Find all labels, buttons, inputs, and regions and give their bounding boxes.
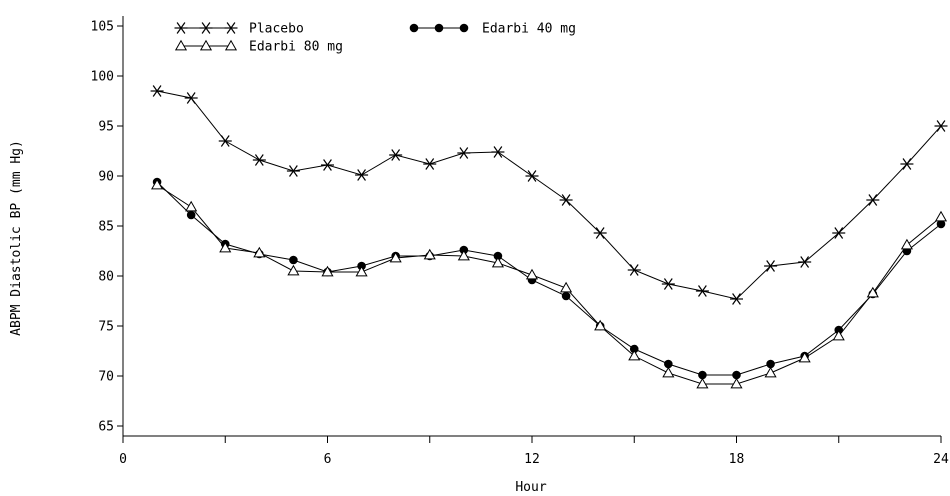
open-triangle-marker [423,248,436,260]
asterisk-marker [764,260,778,272]
open-triangle-marker [491,256,504,268]
asterisk-marker [627,264,641,276]
open-triangle-marker [662,366,675,378]
x-tick-label: 18 [729,452,745,467]
open-triangle-marker [457,249,470,261]
open-triangle-marker [798,351,811,363]
asterisk-marker [695,285,709,297]
filled-circle-marker [936,219,946,229]
legend: Placebo Edarbi 40 mg Edarbi 80 mg [174,22,576,55]
y-tick-label: 85 [98,220,114,235]
filled-circle-marker [732,370,741,380]
asterisk-marker [832,227,846,239]
y-tick-label: 75 [98,320,114,335]
asterisk-marker [184,92,198,104]
filled-circle-marker [459,23,469,33]
open-triangle-marker [287,264,300,276]
asterisk-marker [355,169,369,181]
open-triangle-marker [185,200,198,212]
y-axis-title: ABPM Diastolic BP (mm Hg) [9,140,24,336]
legend-label: Edarbi 80 mg [249,40,343,55]
asterisk-marker [593,227,607,239]
asterisk-marker [798,256,812,268]
asterisk-marker [224,22,238,34]
open-triangle-marker [730,377,743,389]
open-triangle-marker [696,377,709,389]
filled-circle-marker [409,23,419,33]
filled-circle-marker [698,370,707,380]
open-triangle-marker [900,238,913,250]
filled-circle-marker [434,23,444,33]
asterisk-marker [252,154,266,166]
open-triangle-marker [219,241,232,253]
asterisk-marker [218,135,232,147]
asterisk-marker [491,146,505,158]
open-triangle-marker [560,281,573,293]
filled-circle-marker [493,251,503,261]
asterisk-marker [423,158,437,170]
y-tick-label: 65 [98,420,114,435]
series-line [156,181,942,376]
asterisk-marker [150,85,164,97]
open-triangle-marker [355,265,368,277]
open-triangle-marker [199,39,213,51]
filled-circle-marker [664,359,673,369]
series-edarbi-80-mg [151,178,948,389]
x-axis-title: Hour [515,480,546,495]
series-layer [150,85,948,389]
asterisk-marker [457,147,471,159]
asterisk-marker [525,170,539,182]
legend-label: Placebo [249,22,304,37]
asterisk-marker [730,293,743,305]
asterisk-marker [934,120,948,132]
asterisk-marker [559,194,573,206]
open-triangle-marker [389,251,402,263]
open-triangle-marker [321,265,334,277]
open-triangle-marker [525,268,539,280]
open-triangle-marker [151,178,164,190]
axes: 65 70 75 80 85 90 95 100 105 0 6 12 18 24 [91,16,949,467]
series-edarbi-40-mg [152,177,946,380]
legend-entry-edarbi-80-mg: Edarbi 80 mg [174,39,343,55]
open-triangle-marker [628,349,641,361]
asterisk-marker [866,194,880,206]
series-line [156,90,942,300]
y-tick-label: 90 [98,170,114,185]
series-line [156,184,942,385]
x-tick-label: 12 [524,452,540,467]
filled-circle-marker [629,344,639,354]
open-triangle-marker [832,329,845,341]
y-tick-label: 95 [98,120,114,135]
asterisk-marker [321,159,334,171]
y-tick-label: 105 [91,20,114,35]
open-triangle-marker [764,366,777,378]
asterisk-marker [900,158,914,170]
open-triangle-marker [934,210,948,222]
open-triangle-marker [253,246,266,258]
legend-entry-edarbi-40-mg: Edarbi 40 mg [409,22,576,37]
filled-circle-marker [561,291,571,301]
y-tick-label: 100 [91,70,114,85]
filled-circle-marker [766,359,775,369]
y-tick-label: 80 [98,270,114,285]
open-triangle-marker [174,39,188,51]
open-triangle-marker [594,319,607,331]
open-triangle-marker [866,286,879,298]
filled-circle-marker [289,255,298,265]
asterisk-marker [389,149,403,161]
asterisk-marker [286,165,300,177]
series-placebo [150,85,948,305]
x-tick-label: 6 [324,452,332,467]
x-tick-label: 0 [119,452,127,467]
open-triangle-marker [224,39,238,51]
legend-label: Edarbi 40 mg [482,22,576,37]
asterisk-marker [661,278,675,290]
filled-circle-marker [186,210,196,220]
asterisk-marker [199,22,213,34]
asterisk-marker [174,22,188,34]
x-tick-label: 24 [933,452,949,467]
legend-entry-placebo: Placebo [174,22,304,37]
y-tick-label: 70 [98,370,114,385]
